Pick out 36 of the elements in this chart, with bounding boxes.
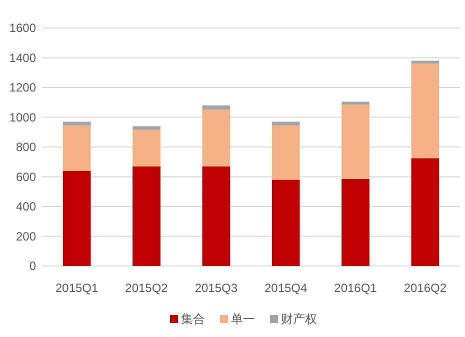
- x-tick-label: 2015Q2: [125, 281, 168, 295]
- legend-label: 财产权: [281, 312, 317, 326]
- bar: [342, 104, 370, 179]
- bar: [342, 102, 370, 105]
- x-tick-label: 2015Q3: [194, 281, 238, 295]
- x-tick-label: 2015Q1: [55, 281, 99, 295]
- y-tick-label: 1000: [9, 110, 36, 124]
- bar: [411, 158, 440, 266]
- bar: [62, 125, 91, 171]
- bar: [411, 60, 440, 64]
- bar: [342, 178, 370, 266]
- y-tick-label: 1400: [9, 50, 36, 65]
- bar: [132, 166, 160, 266]
- bar: [62, 122, 91, 126]
- bar: [132, 126, 160, 130]
- y-tick-label: 1200: [9, 80, 36, 94]
- bar: [202, 105, 230, 110]
- bar: [62, 170, 91, 266]
- y-tick-label: 600: [16, 170, 36, 184]
- x-tick-label: 2016Q2: [404, 281, 447, 295]
- bar: [411, 64, 440, 158]
- bar: [202, 110, 230, 166]
- y-tick-label: 800: [16, 140, 36, 154]
- x-tick-label: 2015Q4: [264, 281, 308, 295]
- bar: [202, 166, 230, 266]
- bar: [272, 180, 300, 266]
- y-tick-label: 400: [16, 200, 36, 214]
- bar: [272, 125, 300, 180]
- bar: [272, 122, 300, 126]
- legend-label: 集合: [181, 312, 205, 326]
- y-tick-label: 1600: [9, 21, 36, 35]
- bar: [132, 130, 160, 166]
- y-tick-label: 200: [16, 229, 36, 244]
- x-tick-label: 2016Q1: [334, 281, 378, 295]
- legend-label: 单一: [231, 312, 255, 326]
- y-tick-label: 0: [29, 259, 36, 273]
